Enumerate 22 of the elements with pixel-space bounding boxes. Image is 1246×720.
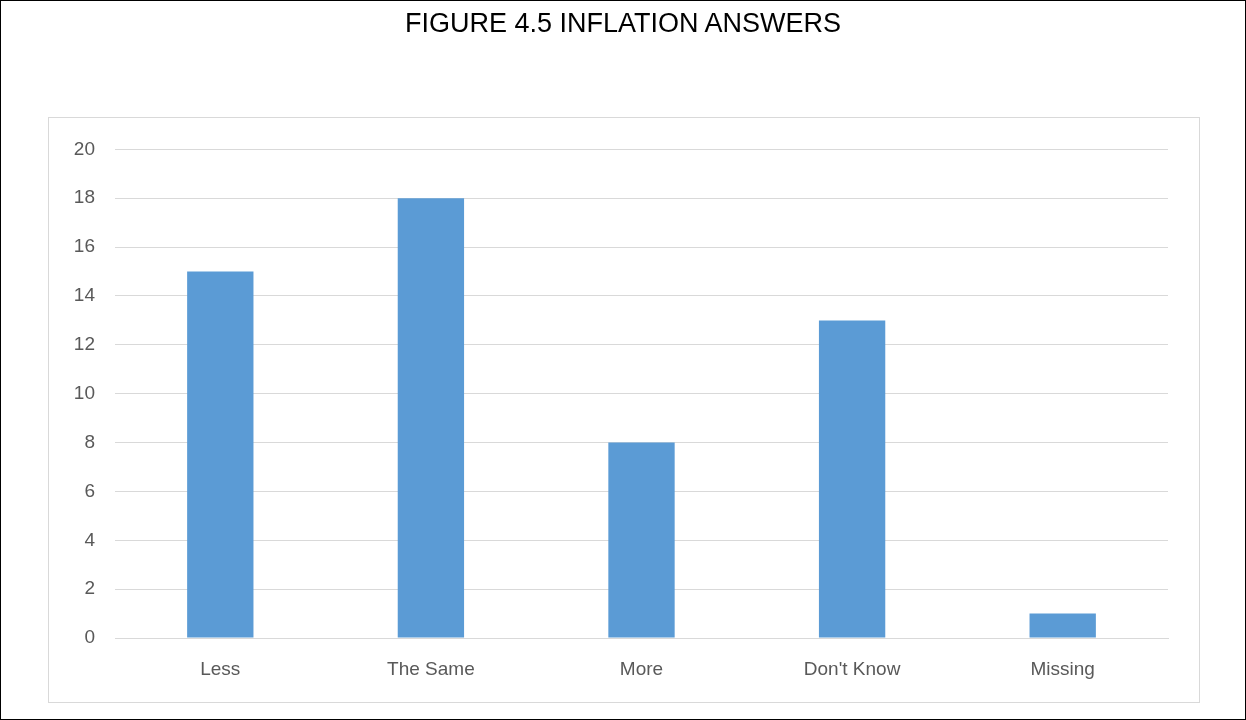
y-tick-label: 4 [84, 528, 96, 550]
y-tick-label: 18 [73, 186, 95, 208]
bar [397, 198, 465, 638]
chart-title: FIGURE 4.5 INFLATION ANSWERS [403, 8, 843, 39]
y-tick-label: 10 [73, 381, 95, 403]
y-tick-label: 12 [73, 333, 95, 355]
bar [1029, 613, 1096, 638]
bar [608, 442, 675, 638]
x-tick-label: Missing [1030, 657, 1095, 679]
bar [818, 320, 886, 638]
y-tick-label: 16 [73, 235, 95, 257]
x-tick-label: Don't Know [803, 657, 901, 679]
y-tick-label: 8 [84, 430, 95, 452]
y-tick-label: 6 [84, 479, 95, 501]
y-tick-label: 14 [73, 284, 96, 306]
x-tick-label: Less [200, 657, 241, 679]
x-tick-label: The Same [387, 657, 475, 679]
x-tick-label: More [619, 657, 664, 679]
bar [187, 271, 254, 638]
y-tick-label: 20 [73, 137, 95, 159]
y-tick-label: 2 [84, 577, 95, 599]
y-tick-label: 0 [84, 626, 95, 648]
